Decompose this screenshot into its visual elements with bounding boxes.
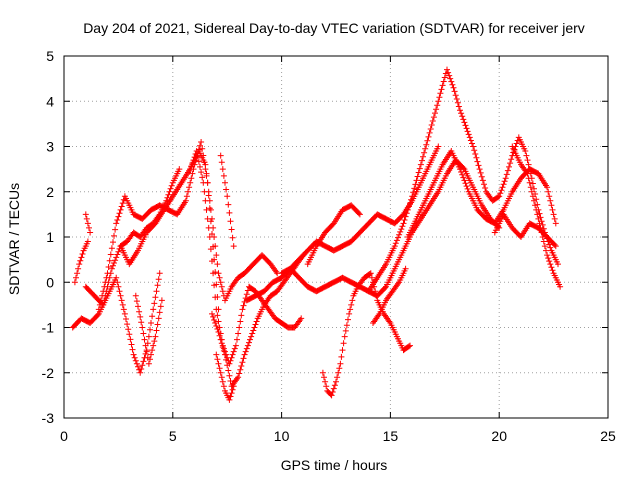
y-tick-label: 1	[46, 229, 54, 245]
y-tick-label: 3	[46, 139, 54, 155]
series-track-6	[117, 166, 183, 250]
series-track-7	[132, 292, 165, 367]
plus-markers	[117, 166, 183, 250]
plus-markers	[365, 66, 561, 295]
x-tick-label: 25	[600, 428, 616, 444]
series-track-3	[69, 270, 163, 376]
plus-markers	[509, 143, 564, 290]
plus-markers	[187, 148, 305, 367]
data-points	[69, 66, 564, 403]
series-track-17	[370, 265, 409, 326]
x-tick-label: 20	[491, 428, 507, 444]
series-track-5	[95, 139, 222, 313]
series-track-4	[82, 148, 281, 308]
y-tick-label: -3	[42, 410, 55, 426]
plus-markers	[132, 292, 165, 367]
plus-markers	[69, 270, 163, 376]
x-tick-label: 10	[274, 428, 290, 444]
series-track-14	[304, 202, 363, 268]
series-track-10	[213, 351, 237, 403]
y-tick-label: 2	[46, 184, 54, 200]
plus-markers	[304, 202, 363, 268]
series-track-11	[217, 152, 237, 250]
y-tick-label: -1	[42, 320, 55, 336]
plus-markers	[71, 238, 91, 286]
y-tick-label: -2	[42, 365, 55, 381]
axis-ticks: 0 5 10 15 20 25 -3 -2 -1 0 1 2 3 4 5	[42, 48, 616, 444]
x-tick-label: 5	[169, 428, 177, 444]
plus-markers	[370, 265, 409, 326]
x-tick-label: 15	[383, 428, 399, 444]
plus-markers	[95, 139, 222, 313]
plus-markers	[213, 351, 237, 403]
chart-title: Day 204 of 2021, Sidereal Day-to-day VTE…	[83, 20, 585, 36]
x-tick-label: 0	[60, 428, 68, 444]
series-track-1	[71, 238, 91, 286]
series-track-13	[278, 157, 503, 299]
series-track-20	[509, 143, 564, 290]
plot-frame	[63, 55, 609, 419]
plus-markers	[82, 211, 94, 236]
y-tick-label: 4	[46, 93, 54, 109]
series-track-18	[404, 148, 559, 240]
x-axis-label: GPS time / hours	[281, 457, 388, 473]
y-axis-label: SDTVAR / TECUs	[6, 183, 22, 295]
series-track-2	[82, 211, 94, 236]
plus-markers	[217, 152, 237, 250]
series-track-16	[365, 66, 561, 295]
plus-markers	[278, 157, 503, 299]
plus-markers	[404, 148, 559, 240]
plus-markers	[82, 148, 281, 308]
y-tick-label: 0	[46, 274, 54, 290]
y-tick-label: 5	[46, 48, 54, 64]
series-track-8	[187, 148, 305, 367]
